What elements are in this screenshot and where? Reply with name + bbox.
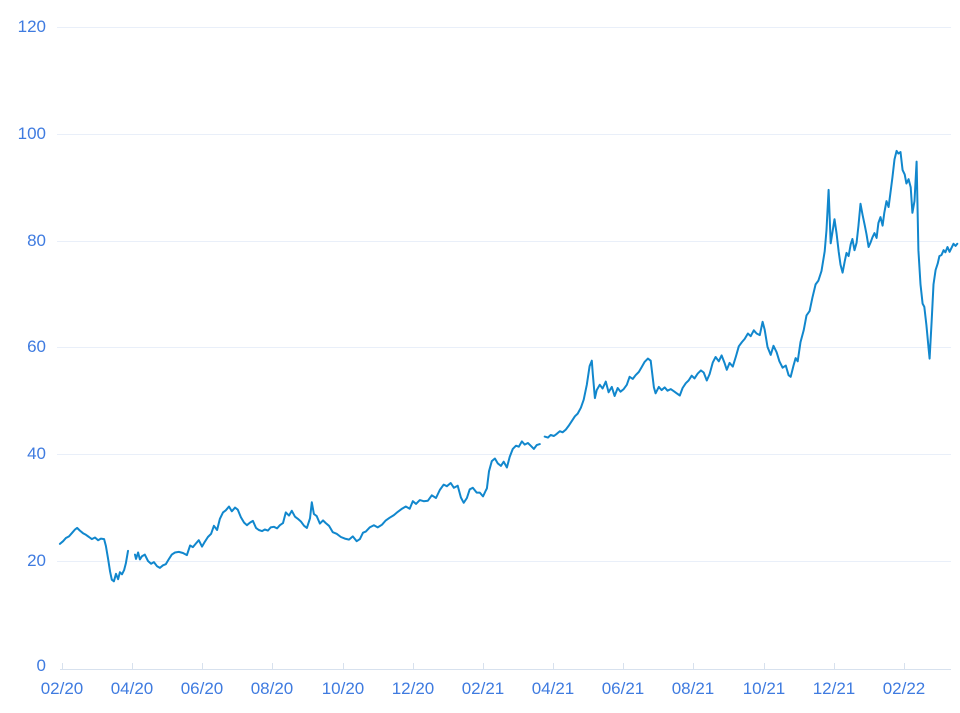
x-axis-tick-label: 04/20	[110, 679, 154, 698]
x-axis-tick-label: 02/21	[461, 679, 505, 698]
x-axis-tick-label: 12/21	[812, 679, 856, 698]
x-axis-tick-label: 04/21	[531, 679, 575, 698]
y-axis-tick-label: 40	[27, 444, 46, 463]
y-axis-tick-label: 80	[27, 231, 46, 250]
price-line	[58, 149, 959, 583]
x-axis-tick-label: 08/20	[250, 679, 294, 698]
y-axis-tick-label: 120	[17, 17, 46, 36]
x-axis-tick-label: 02/20	[40, 679, 84, 698]
x-axis-tick-label: 06/20	[180, 679, 224, 698]
x-axis-tick-label: 10/20	[321, 679, 365, 698]
x-axis-tick-label: 08/21	[671, 679, 715, 698]
y-axis-tick-label: 100	[17, 124, 46, 143]
x-axis-tick-label: 12/20	[391, 679, 435, 698]
x-axis-tick-label: 10/21	[742, 679, 786, 698]
y-axis-tick-label: 0	[36, 656, 46, 675]
x-axis-tick-label: 06/21	[601, 679, 645, 698]
x-axis-tick-label: 02/22	[882, 679, 926, 698]
y-axis-tick-label: 60	[27, 337, 46, 356]
y-axis-tick-label: 20	[27, 551, 46, 570]
